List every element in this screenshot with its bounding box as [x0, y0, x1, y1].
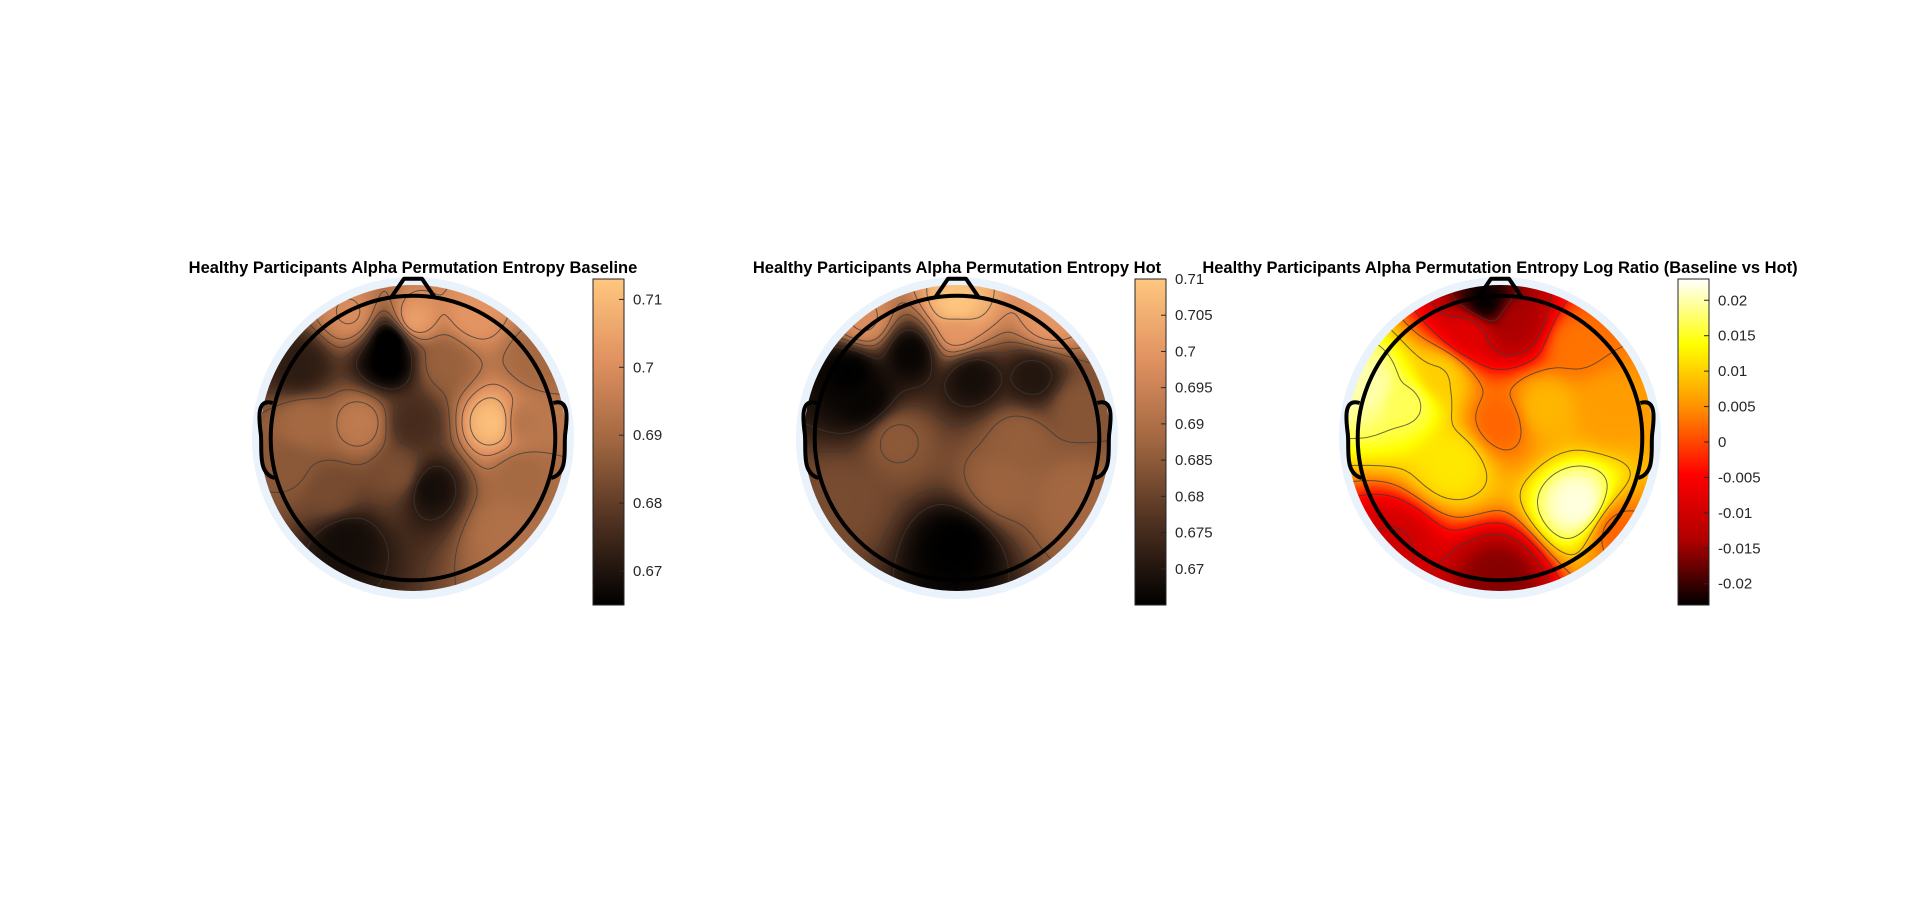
colorbar-tick-label: 0.69: [1175, 416, 1204, 433]
head-outline: [1355, 293, 1645, 583]
colorbar-tick-label: 0.01: [1718, 363, 1747, 380]
right-ear-outline: [1094, 400, 1113, 480]
colorbar-tick-label: 0.015: [1718, 328, 1756, 345]
colorbar-baseline: 0.71 0.7 0.69 0.68 0.67: [592, 278, 662, 606]
colorbar-tick-label: 0.685: [1175, 452, 1213, 469]
right-ear-outline: [1637, 400, 1656, 480]
colorbar-tick-label: 0.68: [1175, 488, 1204, 505]
colorbar-log-ratio: 0.02 0.015 0.01 0.005 0 -0.005 -0.01 -0.015 -0.0…: [1677, 278, 1761, 606]
nose-outline: [389, 276, 437, 299]
panel-title-baseline: Healthy Participants Alpha Permutation E…: [189, 259, 638, 277]
colorbar-tick-label: -0.015: [1718, 540, 1761, 557]
topoplot-panel-log-ratio: Healthy Participants Alpha Permutation E…: [1202, 259, 1798, 606]
topoplot-panel-baseline: Healthy Participants Alpha Permutation E…: [189, 259, 662, 606]
colorbar-tick-label: 0.005: [1718, 399, 1756, 416]
colorbar-tick-label: 0.7: [633, 359, 654, 376]
colorbar-tick-label: 0.675: [1175, 525, 1213, 542]
colorbar-tick-label: 0.71: [633, 291, 662, 308]
colorbar-tick-label: 0.71: [1175, 271, 1204, 288]
head-map-hot: [796, 276, 1118, 599]
colorbar-tick-label: 0.67: [1175, 561, 1204, 578]
head-outline: [268, 293, 558, 583]
colorbar-tick-label: 0.02: [1718, 292, 1747, 309]
colorbar-tick-label: 0.69: [633, 427, 662, 444]
left-ear-outline: [1344, 400, 1363, 480]
topoplot-panel-hot: Healthy Participants Alpha Permutation E…: [753, 259, 1213, 606]
scalp-map-image: [804, 285, 1110, 591]
colorbar-gradient: [1134, 278, 1167, 606]
left-ear-outline: [801, 400, 820, 480]
head-map-log-ratio: [1339, 276, 1661, 599]
colorbar-tick-label: 0: [1718, 434, 1726, 451]
panel-title-hot: Healthy Participants Alpha Permutation E…: [753, 259, 1162, 277]
left-ear-outline: [257, 400, 276, 480]
nose-outline: [1476, 276, 1524, 299]
nose-outline: [933, 276, 981, 299]
colorbar-tick-label: -0.02: [1718, 576, 1752, 593]
head-map-baseline: [252, 276, 574, 599]
colorbar-tick-label: -0.01: [1718, 505, 1752, 522]
colorbar-tick-label: 0.67: [633, 563, 662, 580]
right-ear-outline: [550, 400, 569, 480]
colorbar-tick-label: 0.7: [1175, 343, 1196, 360]
colorbar-tick-label: 0.695: [1175, 380, 1213, 397]
colorbar-hot: 0.71 0.705 0.7 0.695 0.69 0.685 0.68 0.675 0.67: [1134, 271, 1213, 606]
panel-title-log-ratio: Healthy Participants Alpha Permutation E…: [1202, 259, 1797, 277]
head-outline: [812, 293, 1102, 583]
colorbar-gradient: [592, 278, 625, 606]
colorbar-tick-label: 0.68: [633, 495, 662, 512]
colorbar-tick-label: 0.705: [1175, 307, 1213, 324]
colorbar-tick-label: -0.005: [1718, 469, 1761, 486]
